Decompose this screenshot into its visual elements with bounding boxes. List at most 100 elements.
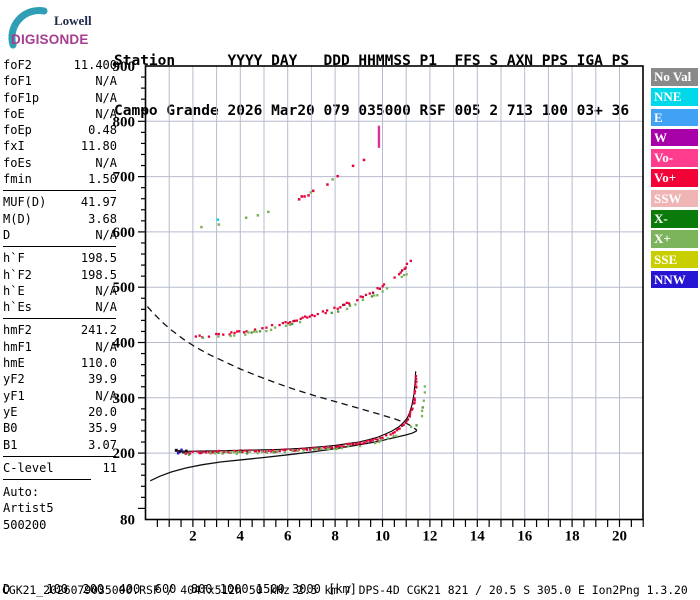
x-axis-label: 20 xyxy=(612,529,627,545)
param-row-fof1p: foF1p N/A xyxy=(3,90,117,106)
param-row-foe: foE N/A xyxy=(3,106,117,122)
param-value: 11.80 xyxy=(80,139,117,154)
y-axis-label: 400 xyxy=(113,336,136,352)
param-row-yf2: yF2 39.9 xyxy=(3,371,117,387)
param-value: N/A xyxy=(95,227,117,242)
param-value: N/A xyxy=(95,388,117,403)
y-axis-label: 600 xyxy=(113,225,136,241)
param-label: M(D) xyxy=(3,211,32,226)
param-row-ye: yE 20.0 xyxy=(3,404,117,420)
param-label: foEp xyxy=(3,123,32,138)
param-value: 3.68 xyxy=(88,211,117,226)
x-axis-label: 16 xyxy=(517,529,533,545)
param-row-foep: foEp 0.48 xyxy=(3,122,117,138)
x-axis-label: 4 xyxy=(237,529,245,545)
param-label: B1 xyxy=(3,437,18,452)
x-axis-label: 2 xyxy=(189,529,197,545)
y-axis-label: 800 xyxy=(113,114,136,130)
param-label: h`E xyxy=(3,283,25,298)
param-value: 41.97 xyxy=(80,195,117,210)
param-row-fxi: fxI 11.80 xyxy=(3,138,117,154)
param-row-yf1: yF1 N/A xyxy=(3,388,117,404)
param-value: 11 xyxy=(102,460,117,475)
x-axis-label: 14 xyxy=(470,529,486,545)
header-column-titles: Station YYYY DAY DDD HHMMSS P1 FFS S AXN… xyxy=(114,53,630,69)
param-label: h`F xyxy=(3,251,25,266)
param-label: h`F2 xyxy=(3,267,32,282)
param-label: h`Es xyxy=(3,300,32,315)
param-row-h-f: h`F 198.5 xyxy=(3,250,117,266)
param-label: yF2 xyxy=(3,372,25,387)
param-label: foF1 xyxy=(3,74,32,89)
echo-dot xyxy=(174,448,178,452)
y-axis-label: 200 xyxy=(113,446,136,462)
muf-table: D 100 200 400 600 800 1000 1500 3000 [km… xyxy=(3,552,364,600)
param-row-hme: hmE 110.0 xyxy=(3,355,117,371)
param-value: 20.0 xyxy=(88,404,117,419)
legend-item-vo-: Vo- xyxy=(651,149,698,167)
x-axis-label: 6 xyxy=(284,529,292,545)
param-label: hmE xyxy=(3,356,25,371)
param-row-b1: B1 3.07 xyxy=(3,437,117,453)
y-axis-label: 300 xyxy=(113,391,136,407)
param-row-h-f2: h`F2 198.5 xyxy=(3,267,117,283)
param-value: N/A xyxy=(95,155,117,170)
echo-dot xyxy=(181,450,185,454)
param-label: fmin xyxy=(3,172,32,187)
param-value: N/A xyxy=(95,106,117,121)
ionogram-plot: 2 4 6 8 10 12 14 16 18 20 900 800 700 600 500 400 300 200… xyxy=(113,59,644,545)
color-legend: No Val NNE E W Vo- Vo+ SSW X- X+ SSE NNW xyxy=(651,68,698,291)
param-row-hmf2: hmF2 241.2 xyxy=(3,322,117,338)
param-row-h-es: h`Es N/A xyxy=(3,299,117,315)
param-row-foes: foEs N/A xyxy=(3,155,117,171)
param-value: 0.48 xyxy=(88,123,117,138)
panel-divider xyxy=(3,455,116,457)
y-axis-label: 80 xyxy=(120,512,135,528)
autoscaling-line: Auto: xyxy=(3,485,40,500)
legend-item-sse: SSE xyxy=(651,250,698,269)
logo-text-lowell: Lowell xyxy=(54,13,92,28)
echo-dot xyxy=(184,449,188,453)
panel-divider xyxy=(3,318,116,320)
x-axis-label: 12 xyxy=(422,529,437,545)
param-row-fof2: foF2 11.400 xyxy=(3,57,117,73)
param-row-hmf1: hmF1 N/A xyxy=(3,339,117,355)
legend-item-x-: X- xyxy=(651,209,698,228)
legend-item-nne: NNE xyxy=(651,88,698,106)
param-label: MUF(D) xyxy=(3,195,47,210)
legend-item-noval: No Val xyxy=(651,68,698,86)
x-axis-label: 10 xyxy=(375,529,390,545)
param-row-b0: B0 35.9 xyxy=(3,420,117,436)
param-label: B0 xyxy=(3,421,18,436)
param-value: 3.07 xyxy=(88,437,117,452)
param-row-fof1: foF1 N/A xyxy=(3,73,117,89)
isolated-echo-bar xyxy=(377,125,381,148)
param-value: N/A xyxy=(95,74,117,89)
param-label: yE xyxy=(3,404,18,419)
param-value: 198.5 xyxy=(80,267,117,282)
param-value: N/A xyxy=(95,339,117,354)
x-axis-label: 8 xyxy=(331,529,339,545)
legend-item-vo+: Vo+ xyxy=(651,169,698,187)
param-row-c-level: C-level 11 xyxy=(3,460,117,476)
legend-item-ssw: SSW xyxy=(651,189,698,208)
panel-divider xyxy=(3,246,116,248)
param-value: 39.9 xyxy=(88,372,117,387)
param-label: foEs xyxy=(3,155,32,170)
param-row-h-e: h`E N/A xyxy=(3,283,117,299)
d-row: D 100 200 400 600 800 1000 1500 3000 [km… xyxy=(3,581,358,596)
legend-item-e: E xyxy=(651,108,698,127)
panel-divider xyxy=(3,190,116,192)
param-value: 11.400 xyxy=(73,58,117,72)
param-label: foF1p xyxy=(3,90,40,105)
echo-dot xyxy=(180,448,183,451)
echo-trace-2nd-hop-x-mode xyxy=(201,273,408,340)
y-axis-label: 700 xyxy=(113,170,136,186)
legend-item-w: W xyxy=(651,128,698,147)
echo-dot xyxy=(176,451,180,455)
lowell-digisonde-logo: Lowell DIGISONDE xyxy=(8,7,92,49)
echo-dot xyxy=(178,449,182,453)
y-axis-label: 500 xyxy=(113,280,136,296)
scaled-parameters-panel: foF2 11.400 foF1 N/A foF1p N/A foE N/A foEp 0.48 f… xyxy=(3,57,117,533)
param-value: 241.2 xyxy=(80,323,117,338)
